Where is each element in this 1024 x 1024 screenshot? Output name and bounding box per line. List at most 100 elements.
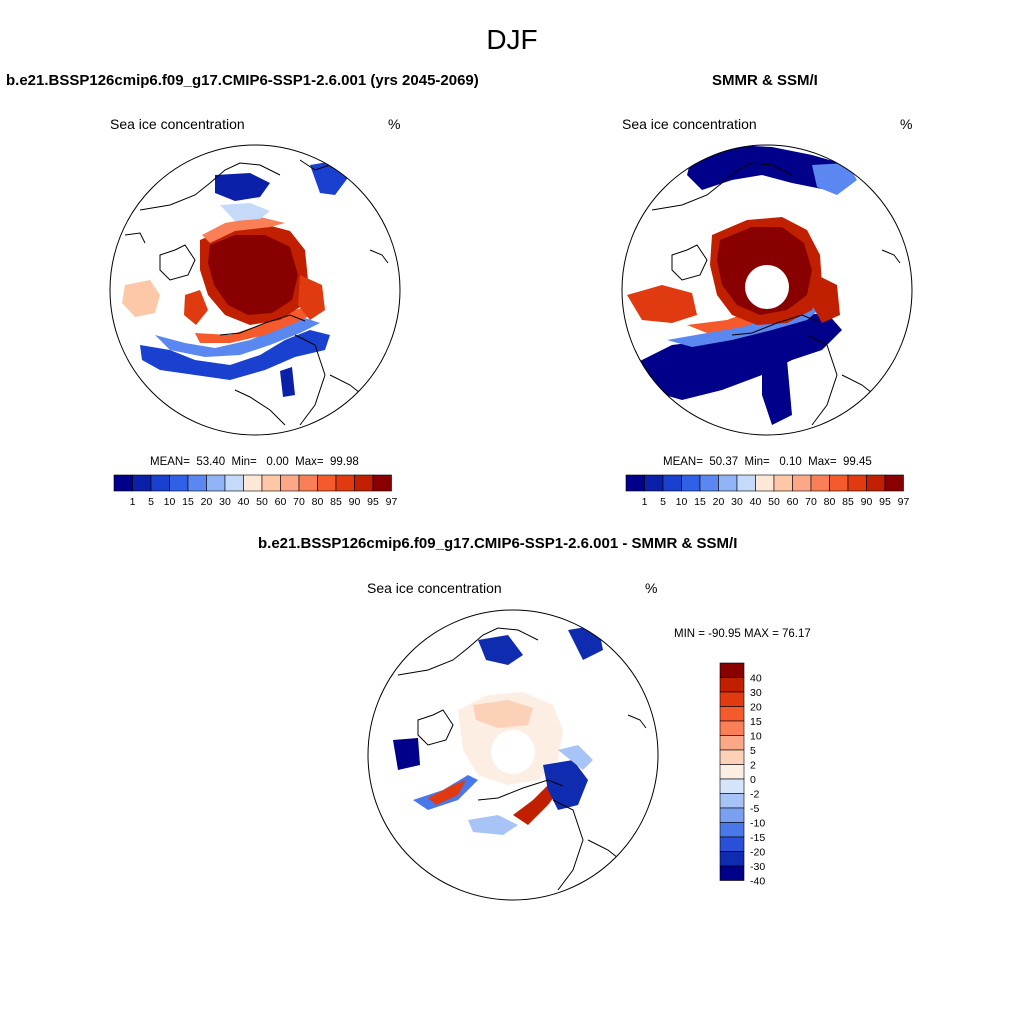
panel3-colorbar-swatch bbox=[719, 735, 745, 751]
panel3-colorbar-tick-label: 5 bbox=[750, 745, 756, 757]
panel2-colorbar-tick-label: 80 bbox=[824, 496, 836, 508]
panel2-colorbar-swatch bbox=[847, 474, 867, 492]
panel1-colorbar-tick-label: 60 bbox=[275, 496, 287, 508]
panel1-colorbar-tick-label: 95 bbox=[367, 496, 379, 508]
panel2-colorbar-swatch bbox=[884, 474, 904, 492]
panel1-ice-field bbox=[122, 160, 350, 397]
panel2-colorbar-tick-label: 60 bbox=[787, 496, 799, 508]
panel1-colorbar-swatch bbox=[335, 474, 355, 492]
panel3-minmax: MIN = -90.95 MAX = 76.17 bbox=[674, 628, 811, 640]
panel3-colorbar-swatch bbox=[719, 793, 745, 809]
panel2-colorbar-tick-label: 95 bbox=[879, 496, 891, 508]
panel1-colorbar-tick-label: 97 bbox=[386, 496, 398, 508]
panel2-map-border bbox=[621, 144, 913, 436]
panel3-colorbar-tick-label: 0 bbox=[750, 774, 756, 786]
panel3-colorbar-swatch bbox=[719, 662, 745, 678]
panel2-colorbar-tick-label: 50 bbox=[768, 496, 780, 508]
panel3-colorbar-swatch bbox=[719, 807, 745, 823]
panel3-colorbar-tick-label: 10 bbox=[750, 731, 762, 743]
panel2-colorbar-swatch bbox=[773, 474, 793, 492]
panel2-colorbar-swatch bbox=[718, 474, 738, 492]
panel1-map-border bbox=[109, 144, 401, 436]
panel2-colorbar-swatch bbox=[736, 474, 756, 492]
panel1-colorbar-swatch bbox=[261, 474, 281, 492]
panel3-colorbar-tick-label: -10 bbox=[750, 818, 765, 830]
panel2-colorbar-swatch bbox=[625, 474, 645, 492]
panel3-colorbar-tick-label: 15 bbox=[750, 716, 762, 728]
panel1-colorbar-tick-label: 70 bbox=[293, 496, 305, 508]
panel3-colorbar-tick-label: -5 bbox=[750, 803, 759, 815]
panel1-colorbar-swatch bbox=[317, 474, 337, 492]
panel3-colorbar-tick-label: -20 bbox=[750, 847, 765, 859]
panel1-colorbar-tick-label: 5 bbox=[148, 496, 154, 508]
panel3-colorbar-swatch bbox=[719, 836, 745, 852]
panel1-stats: MEAN= 53.40 Min= 0.00 Max= 99.98 bbox=[150, 456, 359, 468]
panel1-left-label: Sea ice concentration bbox=[110, 116, 245, 132]
panel1-title: b.e21.BSSP126cmip6.f09_g17.CMIP6-SSP1-2.… bbox=[6, 72, 479, 89]
panel2-colorbar-swatch bbox=[699, 474, 719, 492]
panel1-colorbar-swatch bbox=[206, 474, 226, 492]
panel1-colorbar-swatch bbox=[372, 474, 392, 492]
panel1-colorbar-tick-label: 15 bbox=[182, 496, 194, 508]
panel3-colorbar-tick-label: 40 bbox=[750, 673, 762, 685]
panel3-left-label: Sea ice concentration bbox=[367, 580, 502, 596]
panel2-colorbar-tick-label: 1 bbox=[642, 496, 648, 508]
panel2-colorbar-swatch bbox=[755, 474, 775, 492]
panel1-colorbar-swatch bbox=[243, 474, 263, 492]
panel2-colorbar-tick-label: 20 bbox=[713, 496, 725, 508]
panel1-colorbar-swatch bbox=[224, 474, 244, 492]
panel3-colorbar-swatch bbox=[719, 865, 745, 881]
panel2-colorbar-tick-label: 97 bbox=[898, 496, 910, 508]
panel3-colorbar-tick-label: -30 bbox=[750, 861, 765, 873]
panel2-colorbar-tick-label: 40 bbox=[750, 496, 762, 508]
panel1-colorbar-tick-label: 90 bbox=[349, 496, 361, 508]
panel2-coastlines bbox=[651, 162, 901, 426]
panel3-colorbar-swatch bbox=[719, 778, 745, 794]
panel3-colorbar-swatch bbox=[719, 691, 745, 707]
panel2-colorbar-swatch bbox=[810, 474, 830, 492]
panel3-title: b.e21.BSSP126cmip6.f09_g17.CMIP6-SSP1-2.… bbox=[258, 535, 738, 552]
panel3-colorbar-tick-label: -15 bbox=[750, 832, 765, 844]
panel2-colorbar-tick-label: 90 bbox=[861, 496, 873, 508]
panel3-colorbar-tick-label: 2 bbox=[750, 760, 756, 772]
panel2-title: SMMR & SSM/I bbox=[712, 72, 818, 89]
panel2-colorbar-tick-label: 70 bbox=[805, 496, 817, 508]
panel1-colorbar: 1 5 10 15 20 30 40 50 60 70 80 85 90 95 97 bbox=[113, 474, 398, 508]
panel2-units: % bbox=[900, 116, 913, 132]
panel1-colorbar-tick-label: 80 bbox=[312, 496, 324, 508]
panel3-colorbar-swatch bbox=[719, 851, 745, 867]
panel2-stats: MEAN= 50.37 Min= 0.10 Max= 99.45 bbox=[663, 456, 872, 468]
panel3-colorbar-swatch bbox=[719, 822, 745, 838]
panel3-coastlines bbox=[397, 627, 647, 891]
panel3-colorbar-tick-label: -40 bbox=[750, 876, 765, 888]
panel2-colorbar-swatch bbox=[681, 474, 701, 492]
panel2-colorbar: 1 5 10 15 20 30 40 50 60 70 80 85 90 95 97 bbox=[625, 474, 910, 508]
panel2-colorbar-tick-label: 15 bbox=[694, 496, 706, 508]
panel3-colorbar-swatch bbox=[719, 677, 745, 693]
panel1-colorbar-tick-label: 40 bbox=[238, 496, 250, 508]
panel1-polar-map bbox=[109, 144, 401, 436]
panel2-colorbar-swatch bbox=[792, 474, 812, 492]
panel1-units: % bbox=[388, 116, 401, 132]
panel3-colorbar-swatch bbox=[719, 720, 745, 736]
panel2-colorbar-swatch bbox=[644, 474, 664, 492]
panel2-left-label: Sea ice concentration bbox=[622, 116, 757, 132]
panel1-colorbar-tick-label: 85 bbox=[330, 496, 342, 508]
panel3-units: % bbox=[645, 580, 658, 596]
panel2-polar-map bbox=[621, 144, 913, 436]
panel2-colorbar-tick-label: 30 bbox=[731, 496, 743, 508]
panel1-colorbar-swatch bbox=[187, 474, 207, 492]
panel3-colorbar-tick-label: 30 bbox=[750, 687, 762, 699]
panel3-colorbar-tick-label: -2 bbox=[750, 789, 759, 801]
panel2-colorbar-swatch bbox=[662, 474, 682, 492]
panel3-colorbar-swatch bbox=[719, 706, 745, 722]
panel3-colorbar-swatch bbox=[719, 764, 745, 780]
panel2-colorbar-tick-label: 85 bbox=[842, 496, 854, 508]
panel1-colorbar-tick-label: 10 bbox=[164, 496, 176, 508]
panel3-colorbar-swatch bbox=[719, 749, 745, 765]
figure-title: DJF bbox=[486, 24, 538, 55]
panel3-pole-hole bbox=[491, 730, 535, 774]
panel3-map-border bbox=[367, 609, 659, 901]
panel3-polar-map bbox=[367, 609, 659, 901]
